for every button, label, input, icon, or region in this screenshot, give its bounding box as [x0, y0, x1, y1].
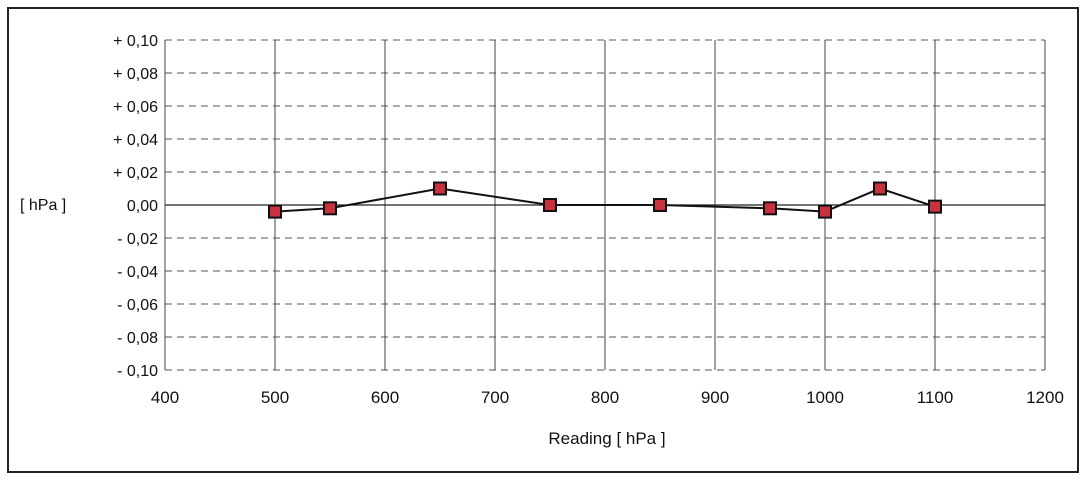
y-tick-label: + 0,06 — [113, 99, 158, 116]
grid-lines — [164, 39, 1046, 371]
data-series — [268, 181, 942, 219]
data-point-marker — [543, 198, 557, 212]
x-tick-label: 400 — [151, 388, 179, 407]
x-tick-label: 1100 — [917, 388, 954, 407]
data-point-marker — [268, 204, 282, 219]
x-tick-label: 700 — [481, 388, 509, 407]
data-point-marker — [763, 201, 777, 216]
x-tick-label: 1000 — [806, 388, 844, 407]
data-point-marker — [653, 198, 667, 212]
x-tick-labels: 400 500 600 700 800 900 1000 1100 1200 — [151, 388, 1064, 407]
y-tick-label: - 0,08 — [117, 330, 158, 347]
y-tick-label: - 0,06 — [117, 297, 158, 314]
data-point-marker — [433, 181, 447, 196]
y-tick-label: + 0,04 — [113, 132, 158, 149]
x-tick-label: 900 — [701, 388, 729, 407]
y-tick-label: + 0,02 — [113, 165, 158, 182]
x-axis-label: Reading [ hPa ] — [548, 429, 665, 448]
x-tick-label: 800 — [591, 388, 619, 407]
x-tick-label: 1200 — [1026, 388, 1064, 407]
chart-border — [7, 7, 1079, 473]
data-point-marker — [928, 199, 942, 214]
y-tick-label: - 0,10 — [117, 363, 158, 380]
x-tick-label: 600 — [371, 388, 399, 407]
y-tick-label: - 0,04 — [117, 264, 158, 281]
y-tick-label: - 0,02 — [117, 231, 158, 248]
data-point-marker — [323, 201, 337, 216]
x-tick-label: 500 — [261, 388, 289, 407]
y-tick-label: 0,00 — [127, 198, 158, 215]
y-axis-label: [ hPa ] — [20, 197, 66, 214]
y-tick-label: + 0,08 — [113, 66, 158, 83]
data-point-marker — [873, 181, 887, 196]
data-point-marker — [818, 204, 832, 219]
y-tick-label: + 0,10 — [113, 33, 158, 50]
y-tick-labels: + 0,10 + 0,08 + 0,06 + 0,04 + 0,02 0,00 - 0,02… — [113, 33, 158, 380]
